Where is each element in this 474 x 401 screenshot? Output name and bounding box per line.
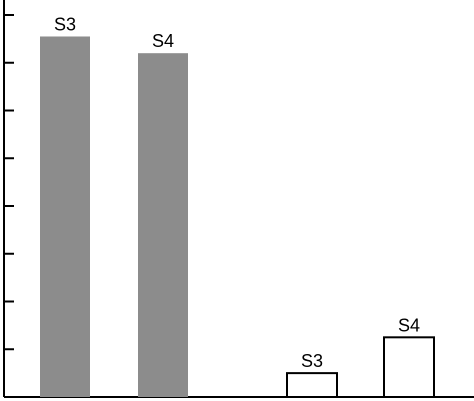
bar-label-3: S4 bbox=[398, 315, 420, 335]
bar-label-0: S3 bbox=[54, 14, 76, 34]
bar-group bbox=[40, 36, 435, 398]
bar-1-s4 bbox=[138, 53, 188, 397]
y-axis-ticks bbox=[4, 14, 14, 398]
bar-0-s3 bbox=[40, 36, 90, 398]
bar-label-1: S4 bbox=[152, 31, 174, 51]
bar-3-s4 bbox=[383, 336, 435, 398]
bar-2-s3 bbox=[286, 372, 338, 398]
bar-label-2: S3 bbox=[301, 351, 323, 371]
bar-label-group: S3 S4 S3 S4 bbox=[54, 14, 420, 371]
